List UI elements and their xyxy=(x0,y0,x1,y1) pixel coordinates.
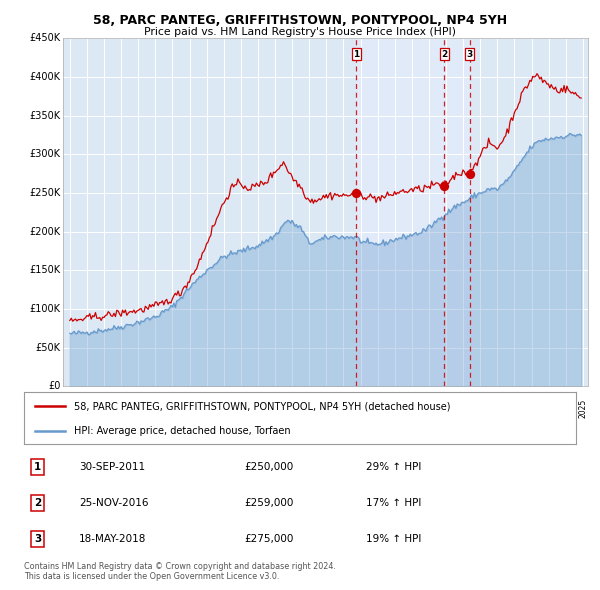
Text: 18-MAY-2018: 18-MAY-2018 xyxy=(79,534,146,544)
Text: £50K: £50K xyxy=(35,343,61,353)
Text: 2021: 2021 xyxy=(510,399,519,418)
Point xyxy=(465,169,475,178)
Text: 2004: 2004 xyxy=(219,399,228,418)
Text: £400K: £400K xyxy=(29,72,61,82)
Text: 2009: 2009 xyxy=(305,399,314,418)
Text: 2008: 2008 xyxy=(287,399,296,418)
Text: 30-SEP-2011: 30-SEP-2011 xyxy=(79,462,145,472)
Text: 2012: 2012 xyxy=(356,399,365,418)
Text: This data is licensed under the Open Government Licence v3.0.: This data is licensed under the Open Gov… xyxy=(24,572,280,581)
Text: £100K: £100K xyxy=(29,304,61,314)
Text: 2003: 2003 xyxy=(202,399,211,418)
Text: £450K: £450K xyxy=(29,34,61,43)
Text: £150K: £150K xyxy=(29,266,61,276)
Text: £259,000: £259,000 xyxy=(245,498,294,508)
Point xyxy=(440,181,449,191)
Text: 1999: 1999 xyxy=(134,399,143,418)
Text: 2006: 2006 xyxy=(253,399,262,418)
Text: 1: 1 xyxy=(34,462,41,472)
Text: 2024: 2024 xyxy=(561,399,570,418)
Text: 2018: 2018 xyxy=(458,399,467,418)
Text: Contains HM Land Registry data © Crown copyright and database right 2024.: Contains HM Land Registry data © Crown c… xyxy=(24,562,336,571)
Text: 1998: 1998 xyxy=(116,399,125,418)
Text: 2: 2 xyxy=(34,498,41,508)
Text: 2019: 2019 xyxy=(476,399,485,418)
Text: 2014: 2014 xyxy=(390,399,399,418)
Text: 29% ↑ HPI: 29% ↑ HPI xyxy=(366,462,422,472)
Text: 58, PARC PANTEG, GRIFFITHSTOWN, PONTYPOOL, NP4 5YH (detached house): 58, PARC PANTEG, GRIFFITHSTOWN, PONTYPOO… xyxy=(74,401,450,411)
Text: 2016: 2016 xyxy=(424,399,433,418)
Text: 2011: 2011 xyxy=(339,399,348,418)
Text: 17% ↑ HPI: 17% ↑ HPI xyxy=(366,498,422,508)
Text: 2025: 2025 xyxy=(578,399,587,418)
Text: 1: 1 xyxy=(353,50,359,58)
Text: £350K: £350K xyxy=(29,111,61,121)
Text: 2013: 2013 xyxy=(373,399,382,418)
Text: £200K: £200K xyxy=(29,227,61,237)
Text: 3: 3 xyxy=(34,534,41,544)
Text: 2010: 2010 xyxy=(322,399,331,418)
Bar xyxy=(356,38,470,386)
Text: 25-NOV-2016: 25-NOV-2016 xyxy=(79,498,149,508)
Text: 2020: 2020 xyxy=(493,399,502,418)
Text: 1996: 1996 xyxy=(82,399,91,418)
Text: £250K: £250K xyxy=(29,188,61,198)
Text: £250,000: £250,000 xyxy=(245,462,294,472)
Text: £0: £0 xyxy=(48,382,61,391)
Text: Price paid vs. HM Land Registry's House Price Index (HPI): Price paid vs. HM Land Registry's House … xyxy=(144,27,456,37)
Text: 2015: 2015 xyxy=(407,399,416,418)
Text: 2022: 2022 xyxy=(527,399,536,418)
Text: 58, PARC PANTEG, GRIFFITHSTOWN, PONTYPOOL, NP4 5YH: 58, PARC PANTEG, GRIFFITHSTOWN, PONTYPOO… xyxy=(93,14,507,27)
Text: 2005: 2005 xyxy=(236,399,245,418)
Point xyxy=(352,188,361,198)
Text: 2002: 2002 xyxy=(185,399,194,418)
Text: 2: 2 xyxy=(441,50,448,58)
Text: 2000: 2000 xyxy=(151,399,160,418)
Text: £275,000: £275,000 xyxy=(245,534,294,544)
Text: 2007: 2007 xyxy=(271,399,280,418)
Text: 2001: 2001 xyxy=(168,399,177,418)
Text: 2023: 2023 xyxy=(544,399,553,418)
Text: HPI: Average price, detached house, Torfaen: HPI: Average price, detached house, Torf… xyxy=(74,426,290,435)
Text: 1997: 1997 xyxy=(100,399,109,418)
Text: 2017: 2017 xyxy=(442,399,451,418)
Text: 3: 3 xyxy=(467,50,473,58)
Text: £300K: £300K xyxy=(29,149,61,159)
Text: 1995: 1995 xyxy=(65,399,74,418)
Text: 19% ↑ HPI: 19% ↑ HPI xyxy=(366,534,422,544)
